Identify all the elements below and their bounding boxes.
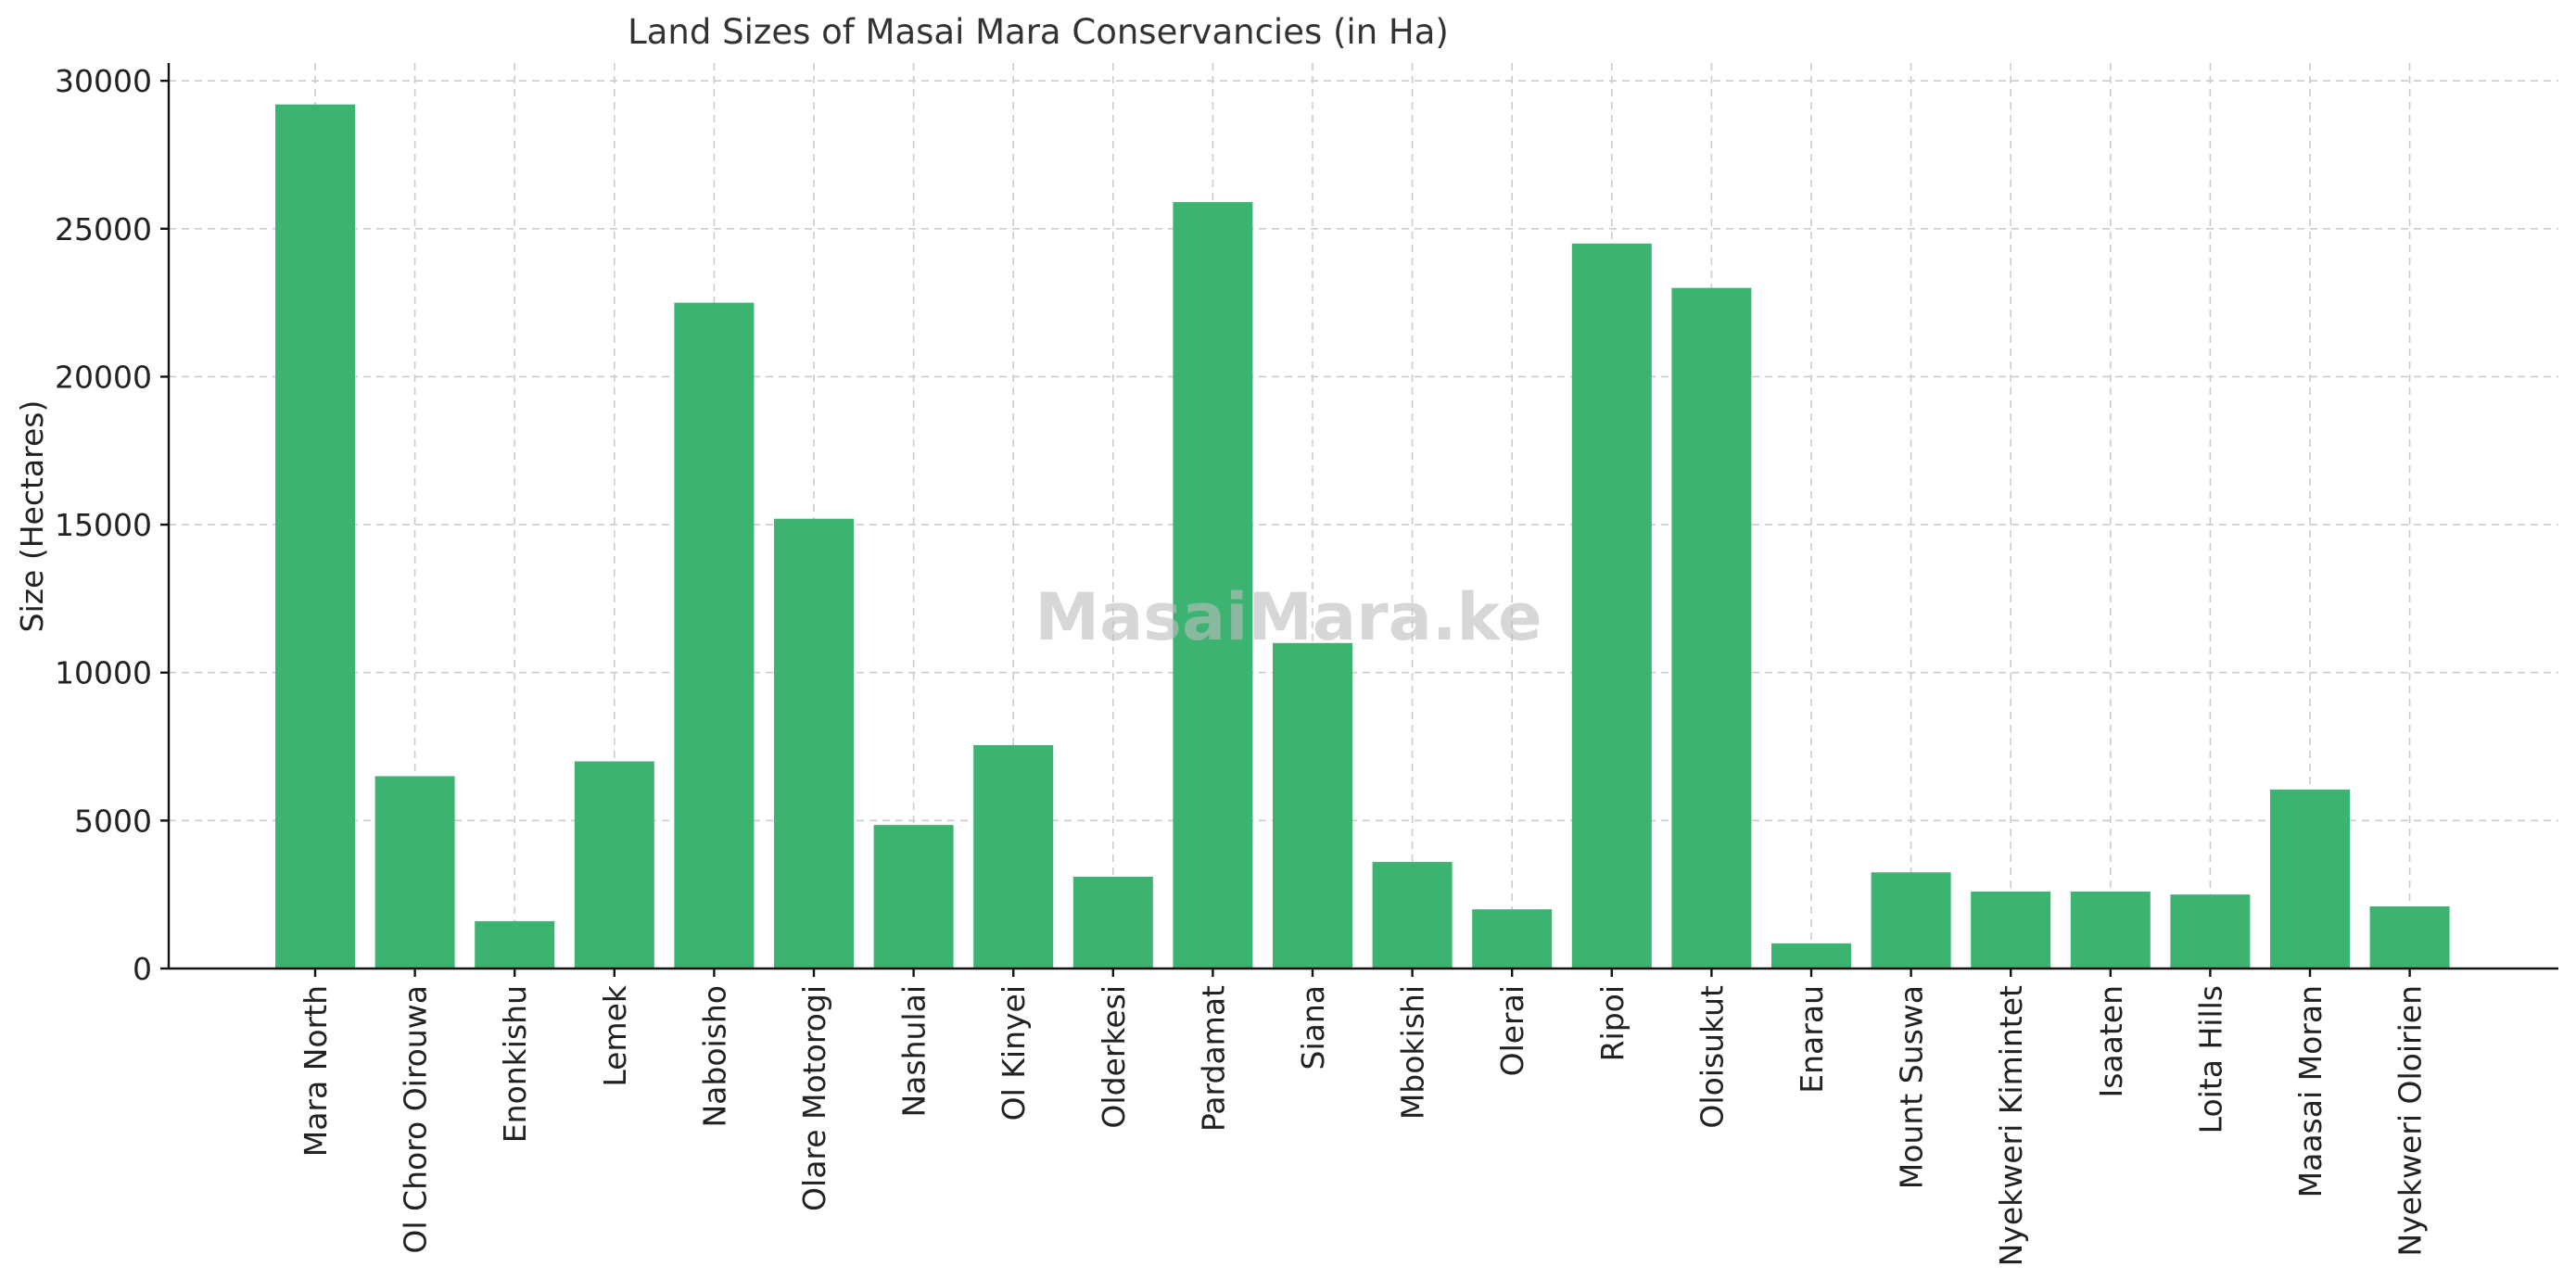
y-tick-label: 5000 <box>74 803 152 839</box>
bar-12 <box>1472 909 1553 969</box>
watermark: MasaiMara.ke <box>1034 579 1542 655</box>
x-tick-label: Nyekweri Oloirien <box>2392 985 2429 1257</box>
grid-layer <box>169 63 2558 969</box>
y-tick-label: 0 <box>133 951 152 987</box>
bar-4 <box>674 302 755 969</box>
labels-layer: 0 5000 10000 15000 20000 25000 30000 Mara North… <box>55 63 2429 1266</box>
x-tick-label: Pardamat <box>1195 985 1231 1132</box>
bar-20 <box>2270 789 2350 969</box>
x-tick-label: Oloisukut <box>1694 985 1730 1129</box>
x-tick-label: Ol Kinyei <box>996 985 1032 1121</box>
bar-7 <box>973 744 1054 969</box>
bar-5 <box>774 518 854 969</box>
bar-1 <box>374 776 455 969</box>
x-tick-label: Nashulai <box>896 985 933 1118</box>
x-tick-label: Mount Suswa <box>1894 985 1930 1189</box>
x-tick-label: Olderkesi <box>1096 985 1132 1129</box>
x-tick-label: Isaaten <box>2093 985 2129 1098</box>
x-tick-label: Maasai Moran <box>2292 985 2329 1197</box>
bar-9 <box>1173 202 1253 969</box>
bar-3 <box>574 761 654 969</box>
bar-10 <box>1273 642 1352 969</box>
bar-0 <box>275 104 355 969</box>
x-tick-label: Ol Choro Oirouwa <box>398 985 434 1254</box>
x-tick-label: Lemek <box>597 984 633 1087</box>
y-tick-label: 25000 <box>55 211 152 247</box>
bar-16 <box>1871 872 1951 969</box>
x-tick-label: Siana <box>1295 985 1331 1070</box>
axes-layer <box>160 63 2558 977</box>
bar-18 <box>2070 891 2151 969</box>
x-tick-label: Olare Motorogi <box>796 985 832 1211</box>
x-tick-label: Mara North <box>298 985 334 1157</box>
y-tick-label: 10000 <box>55 655 152 691</box>
x-tick-label: Olerai <box>1494 985 1530 1076</box>
bar-13 <box>1571 243 1652 969</box>
bar-6 <box>873 825 954 969</box>
x-tick-label: Ripoi <box>1594 985 1631 1061</box>
x-tick-label: Enonkishu <box>497 985 533 1143</box>
x-tick-label: Enarau <box>1794 985 1830 1094</box>
bar-21 <box>2369 905 2450 969</box>
bar-2 <box>475 920 555 969</box>
bar-14 <box>1671 287 1752 969</box>
y-tick-label: 15000 <box>55 507 152 543</box>
chart-title: Land Sizes of Masai Mara Conservancies (… <box>628 12 1449 52</box>
bars-layer <box>275 104 2450 969</box>
bar-19 <box>2170 894 2251 969</box>
bar-17 <box>1971 891 2051 969</box>
bar-15 <box>1771 943 1851 969</box>
bar-8 <box>1072 877 1153 969</box>
y-axis-label: Size (Hectares) <box>14 400 50 633</box>
y-tick-label: 20000 <box>55 359 152 395</box>
x-tick-label: Loita Hills <box>2192 985 2228 1133</box>
x-tick-label: Naboisho <box>696 985 732 1128</box>
y-tick-label: 30000 <box>55 63 152 99</box>
x-tick-label: Nyekweri Kimintet <box>1993 985 2029 1266</box>
x-tick-label: Mbokishi <box>1395 985 1431 1120</box>
bar-11 <box>1372 862 1453 969</box>
